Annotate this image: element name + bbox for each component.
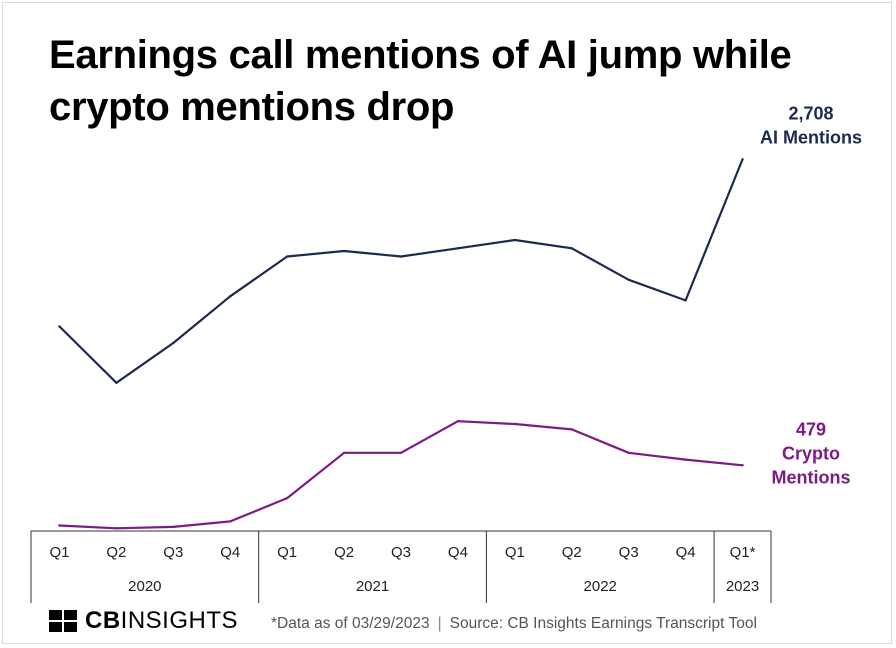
ai-mentions-value-label: 2,708 [788,103,833,123]
cb-insights-logo-icon [49,610,77,632]
crypto-mentions-point [456,420,460,423]
brand-name-bold: CB [85,607,121,634]
crypto-mentions-point [229,520,232,523]
x-tick-label: Q1 [505,544,525,561]
x-tick-label: Q1 [277,544,297,561]
x-tick-label: Q4 [676,544,696,561]
line-chart: Q1 Q2 Q3 Q4 Q1 Q2 Q3 Q4 Q1 Q2 Q3 Q4 Q1* 2020 2021 2022 2… [30,103,862,603]
footnote-separator: | [437,615,442,632]
data-date-note: *Data as of 03/29/2023 [271,615,430,632]
x-year-label: 2021 [356,578,389,595]
footnote: *Data as of 03/29/2023 | Source: CB Insigh… [271,613,791,635]
crypto-mentions-point [342,451,346,454]
ai-mentions-point [172,341,175,345]
chart-title: Earnings call mentions of AI jump while … [49,33,792,129]
crypto-mentions-point [684,458,687,461]
ai-mentions-point [285,255,289,258]
ai-mentions-point [399,255,403,258]
ai-mentions-point [513,238,517,242]
ai-mentions-name-label: AI Mentions [760,127,862,147]
series-labels: 2,708 AI Mentions 479 Crypto Mentions [760,103,862,487]
ai-mentions-point [684,299,687,302]
crypto-mentions-point [513,422,517,426]
crypto-mentions-line [59,420,743,530]
x-tick-label: Q3 [619,544,639,561]
x-tick-label: Q2 [562,544,582,561]
ai-mentions-point [627,278,630,282]
crypto-mentions-point [172,525,175,529]
x-tick-label: Q4 [448,544,468,561]
ai-mentions-point [741,158,744,161]
crypto-mentions-value-label: 479 [796,419,826,439]
crypto-mentions-point [58,524,61,527]
source-note: Source: CB Insights Earnings Transcript … [449,615,757,632]
ai-mentions-point [570,247,573,250]
crypto-mentions-point [399,451,403,454]
crypto-mentions-point [741,464,744,467]
ai-mentions-point [342,249,346,253]
brand-name-light: INSIGHTS [120,607,239,634]
ai-mentions-point [456,247,460,250]
ai-mentions-point [229,295,232,298]
x-tick-label: Q2 [334,544,354,561]
crypto-mentions-point [115,527,118,530]
crypto-mentions-point [285,496,289,500]
cb-insights-logo: CBINSIGHTS [49,605,238,637]
ai-mentions-point [58,325,61,328]
x-tick-label: Q4 [220,544,240,561]
x-year-label: 2022 [584,578,617,595]
x-tick-label: Q2 [106,544,126,561]
x-year-label: 2023 [726,578,759,595]
series-layer [58,158,744,530]
x-tick-label: Q3 [391,544,411,561]
x-tick-label: Q3 [163,544,183,561]
x-axis: Q1 Q2 Q3 Q4 Q1 Q2 Q3 Q4 Q1 Q2 Q3 Q4 Q1* 2020 2021 2022 2… [30,530,772,603]
crypto-mentions-point [570,428,573,431]
x-year-label: 2020 [128,578,161,595]
ai-mentions-line [58,158,744,384]
ai-mentions-point [115,381,118,384]
brand-name: CBINSIGHTS [85,607,238,635]
x-tick-label: Q1* [730,544,756,561]
x-tick-label: Q1 [49,544,69,561]
crypto-mentions-name-label: Crypto [782,443,840,463]
crypto-mentions-point [627,451,630,454]
crypto-mentions-name-label: Mentions [772,467,851,487]
